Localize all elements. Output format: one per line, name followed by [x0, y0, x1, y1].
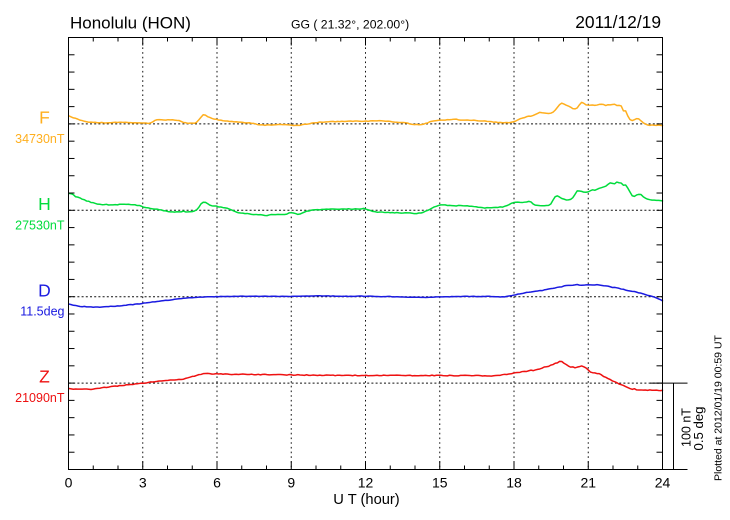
svg-text:21: 21	[580, 475, 596, 491]
svg-text:H: H	[38, 194, 51, 214]
svg-text:F: F	[39, 108, 50, 128]
svg-text:Z: Z	[39, 367, 50, 387]
svg-text:2011/12/19: 2011/12/19	[575, 12, 661, 32]
svg-text:27530nT: 27530nT	[15, 218, 65, 232]
svg-text:34730nT: 34730nT	[15, 132, 65, 146]
svg-text:9: 9	[287, 475, 295, 491]
svg-text:D: D	[38, 280, 51, 300]
svg-text:GG ( 21.32°, 202.00°): GG ( 21.32°, 202.00°)	[291, 18, 409, 32]
svg-text:U T (hour): U T (hour)	[333, 492, 399, 508]
svg-text:11.5deg: 11.5deg	[20, 305, 64, 319]
svg-text:6: 6	[213, 475, 221, 491]
svg-text:15: 15	[432, 475, 448, 491]
svg-text:Honolulu (HON): Honolulu (HON)	[70, 14, 191, 33]
svg-text:Plotted at 2012/01/19 00:59 UT: Plotted at 2012/01/19 00:59 UT	[713, 334, 725, 481]
svg-text:24: 24	[655, 475, 671, 491]
svg-text:0.5 deg: 0.5 deg	[691, 407, 706, 451]
svg-text:0: 0	[65, 475, 73, 491]
svg-text:3: 3	[139, 475, 147, 491]
svg-text:21090nT: 21090nT	[15, 391, 65, 405]
svg-text:12: 12	[358, 475, 374, 491]
svg-text:100 nT: 100 nT	[680, 408, 694, 447]
svg-text:18: 18	[506, 475, 522, 491]
